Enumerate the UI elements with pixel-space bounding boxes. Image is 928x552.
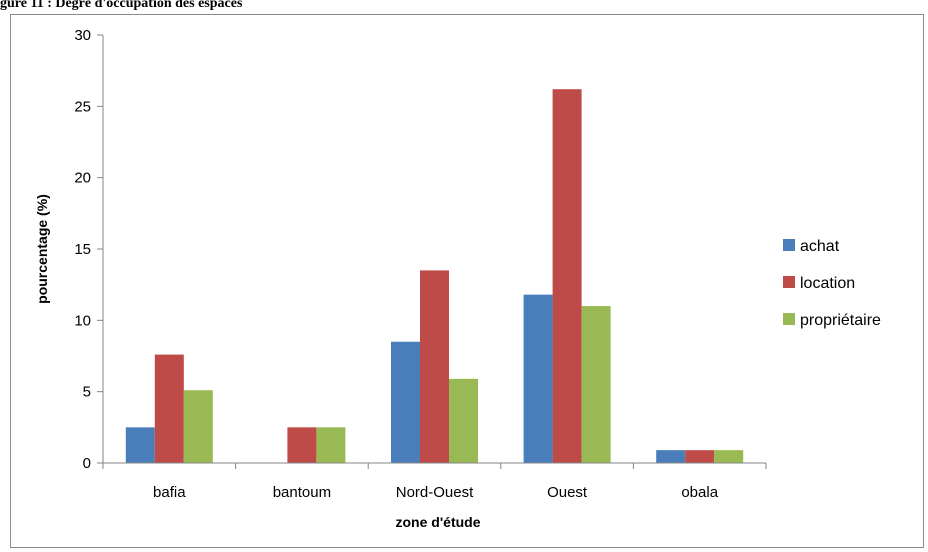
y-tick-label: 15 xyxy=(74,241,91,258)
y-tick-label: 10 xyxy=(74,312,91,329)
y-tick-label: 5 xyxy=(83,384,91,401)
bar-propriétaire xyxy=(714,450,744,463)
bar-propriétaire xyxy=(581,306,611,463)
bar-location xyxy=(552,89,582,464)
legend-swatch xyxy=(783,276,795,288)
bar-location xyxy=(154,354,184,463)
legend-label: propriétaire xyxy=(800,312,881,329)
y-tick-label: 0 xyxy=(83,455,91,472)
legend-label: location xyxy=(800,275,855,292)
legend-label: achat xyxy=(800,238,840,255)
bar-achat xyxy=(523,294,553,463)
x-tick-label: obala xyxy=(681,484,718,501)
bar-propriétaire xyxy=(183,390,213,463)
bar-propriétaire xyxy=(316,427,346,463)
x-axis-title: zone d'étude xyxy=(396,514,481,530)
x-tick-label: bantoum xyxy=(273,484,331,501)
x-tick-label: Ouest xyxy=(547,484,588,501)
legend: achat location propriétaire xyxy=(783,238,881,329)
bar-achat xyxy=(656,450,686,463)
figure-caption: gure 11 : Degré d'occupation des espaces xyxy=(0,0,243,11)
legend-swatch xyxy=(783,239,795,251)
y-tick-label: 30 xyxy=(74,27,91,44)
legend-swatch xyxy=(783,313,795,325)
x-tick-label: Nord-Ouest xyxy=(396,484,474,501)
bar-location xyxy=(420,270,449,463)
bar-location xyxy=(685,450,715,463)
bar-achat xyxy=(391,341,420,463)
y-axis-title: pourcentage (%) xyxy=(34,194,50,304)
y-tick-label: 25 xyxy=(74,98,91,115)
x-tick-label: bafia xyxy=(153,484,186,501)
bar-location xyxy=(287,427,317,463)
bar-propriétaire xyxy=(449,378,478,463)
bar-achat xyxy=(125,427,155,463)
y-tick-label: 20 xyxy=(74,170,91,187)
